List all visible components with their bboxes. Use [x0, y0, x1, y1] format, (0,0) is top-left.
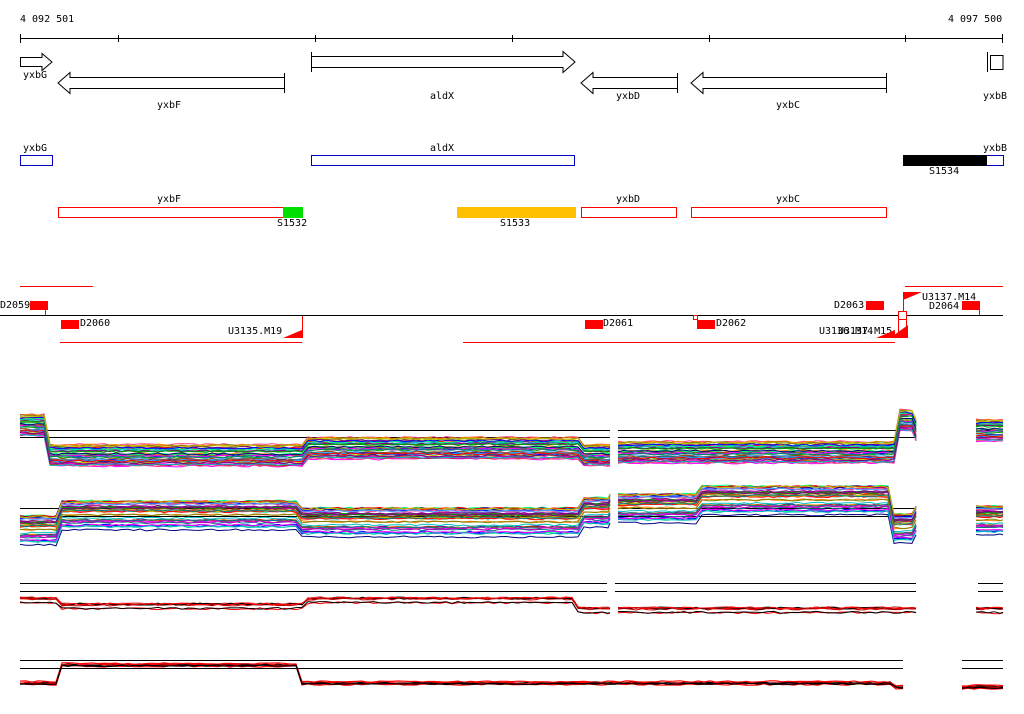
gene-arrow-yxbD[interactable]	[580, 71, 678, 95]
feature-U3135-M19[interactable]	[283, 330, 302, 338]
red-box-yxbC[interactable]	[691, 207, 887, 218]
segment-S1533[interactable]	[457, 207, 576, 218]
feature-U3136-M14[interactable]	[876, 330, 895, 338]
gene-arrow-yxbB[interactable]	[990, 55, 1004, 70]
red-box-yxbD[interactable]	[581, 207, 677, 218]
feature-D2061[interactable]	[585, 320, 603, 329]
red-label-yxbC: yxbC	[776, 194, 801, 205]
feature-D2064[interactable]	[962, 301, 980, 310]
feature-label-D2059: D2059	[0, 300, 31, 311]
feature-label-D2060: D2060	[80, 318, 111, 329]
blue-label-yxbG: yxbG	[23, 143, 48, 154]
feature-D2062[interactable]	[697, 320, 715, 329]
red-label-yxbF: yxbF	[157, 194, 182, 205]
gene-arrows	[20, 50, 1004, 95]
arrow-label-aldX: aldX	[430, 91, 455, 102]
expression-profiles	[19, 408, 1004, 690]
segment-S1534[interactable]	[903, 155, 987, 166]
segment-label-S1534: S1534	[929, 166, 960, 177]
coord-end-label: 4 097 500	[948, 14, 1003, 25]
segment-label-S1532: S1532	[277, 218, 308, 229]
gene-arrow-yxbF[interactable]	[57, 71, 285, 95]
gene-arrow-aldX[interactable]	[311, 50, 576, 74]
feature-label-D2061: D2061	[603, 318, 634, 329]
feature-label-D2063: D2063	[834, 300, 865, 311]
feature-D2063[interactable]	[866, 301, 884, 310]
arrow-label-yxbC: yxbC	[776, 100, 801, 111]
gene-arrow-yxbG[interactable]	[20, 52, 53, 72]
coord-start-label: 4 092 501	[20, 14, 75, 25]
red-box-yxbF[interactable]	[58, 207, 284, 218]
arrow-label-yxbB: yxbB	[983, 91, 1008, 102]
arrow-label-yxbG: yxbG	[23, 70, 48, 81]
feature-label-U3135-M19: U3135.M19	[228, 326, 283, 337]
blue-box-yxbB[interactable]	[986, 155, 1004, 166]
coordinate-ruler	[20, 34, 1003, 43]
feature-U3137-M14[interactable]	[903, 292, 922, 300]
red-label-yxbD: yxbD	[616, 194, 641, 205]
segment-label-S1533: S1533	[500, 218, 531, 229]
feature-D2059[interactable]	[30, 301, 48, 310]
feature-track	[0, 286, 1003, 343]
gene-arrow-yxbC[interactable]	[690, 71, 887, 95]
segment-S1532[interactable]	[283, 207, 303, 218]
blue-label-yxbB: yxbB	[983, 143, 1008, 154]
feature-U3137-M15[interactable]	[890, 325, 908, 338]
feature-label-D2062: D2062	[716, 318, 747, 329]
blue-gene-boxes	[20, 155, 1004, 166]
feature-label-D2064: D2064	[929, 301, 960, 312]
feature-label-U3137-M15: U3137.M15	[838, 326, 893, 337]
feature-label-U3136-M14: U3136.M14	[819, 326, 874, 337]
blue-label-aldX: aldX	[430, 143, 455, 154]
feature-label-U3137-M14: U3137.M14	[922, 292, 977, 303]
arrow-label-yxbF: yxbF	[157, 100, 182, 111]
feature-D2060[interactable]	[61, 320, 79, 329]
blue-box-yxbG[interactable]	[20, 155, 53, 166]
arrow-label-yxbD: yxbD	[616, 91, 641, 102]
blue-box-aldX[interactable]	[311, 155, 575, 166]
